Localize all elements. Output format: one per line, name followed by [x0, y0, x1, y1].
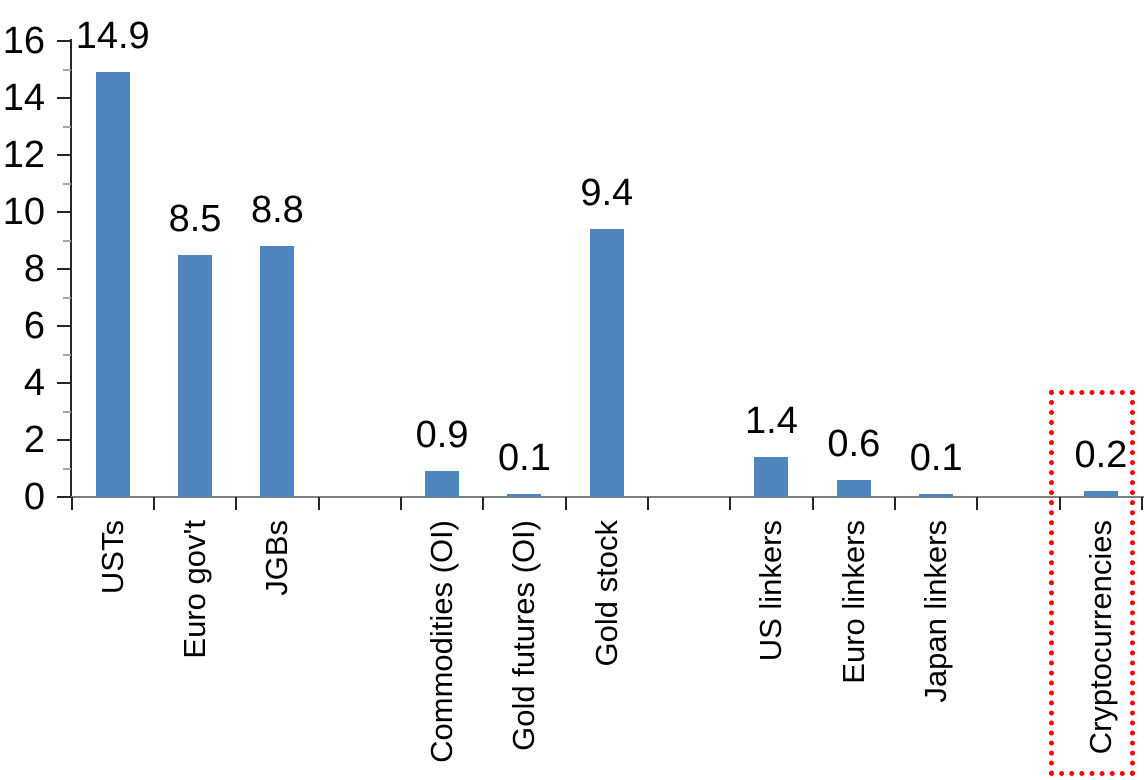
- y-axis-major-tick: [57, 382, 71, 384]
- y-axis-minor-tick: [63, 239, 71, 242]
- bar-value-label: 0.1: [498, 437, 551, 479]
- y-axis-major-tick: [57, 268, 71, 270]
- bar-commodities-oi-: [425, 471, 460, 497]
- y-axis-tick-label: 12: [2, 134, 45, 176]
- y-axis-major-tick: [57, 439, 71, 441]
- bar-value-label: 9.4: [580, 172, 634, 214]
- x-axis-tick: [1058, 497, 1061, 510]
- x-axis-tick: [235, 497, 238, 510]
- y-axis-minor-tick: [63, 410, 71, 413]
- y-axis-line: [70, 39, 72, 498]
- y-axis-tick-label: 14: [2, 77, 45, 119]
- x-category-label: USTs: [94, 520, 130, 595]
- bar-value-label: 0.2: [1074, 434, 1128, 476]
- x-category-label: US linkers: [753, 520, 789, 662]
- bar-cryptocurrencies: [1083, 491, 1118, 497]
- bar-euro-gov-t: [178, 255, 213, 497]
- x-axis-tick: [811, 497, 814, 510]
- y-axis-tick-label: 10: [2, 191, 45, 233]
- bar-value-label: 0.1: [909, 437, 963, 479]
- y-axis-tick-label: 16: [2, 20, 45, 62]
- bar-value-label: 0.6: [827, 423, 881, 465]
- y-axis-minor-tick: [63, 467, 71, 470]
- x-axis-tick: [894, 497, 896, 510]
- bar-value-label: 14.9: [75, 15, 150, 57]
- y-axis-tick-label: 2: [23, 419, 45, 461]
- x-category-label: Commodities (OI): [424, 520, 460, 763]
- y-axis-minor-tick: [63, 125, 71, 128]
- x-axis-tick: [729, 497, 732, 510]
- y-axis-minor-tick: [63, 353, 71, 356]
- x-axis-line: [70, 496, 1145, 498]
- x-axis-tick: [482, 497, 485, 510]
- x-axis-tick: [70, 497, 73, 510]
- bar-japan-linkers: [919, 494, 954, 497]
- bar-value-label: 0.9: [415, 414, 469, 456]
- x-axis-tick: [564, 497, 567, 510]
- x-axis-tick: [1141, 497, 1144, 510]
- y-axis-tick-label: 0: [23, 476, 45, 518]
- bar-gold-stock: [589, 229, 624, 497]
- x-category-label: Euro gov't: [177, 520, 213, 659]
- bar-value-label: 1.4: [745, 400, 798, 442]
- x-axis-tick: [399, 497, 402, 510]
- x-category-label: Gold futures (OI): [506, 520, 542, 751]
- y-axis-tick-label: 6: [23, 305, 45, 347]
- y-axis-minor-tick: [63, 68, 71, 71]
- bar-gold-futures-oi-: [507, 494, 542, 497]
- x-category-label: Japan linkers: [918, 520, 954, 703]
- y-axis-major-tick: [57, 211, 71, 213]
- bar-jgbs: [260, 246, 295, 497]
- bar-us-linkers: [754, 457, 789, 497]
- y-axis-major-tick: [57, 154, 71, 156]
- y-axis-tick-label: 4: [23, 362, 45, 404]
- x-category-label: Euro linkers: [835, 520, 871, 684]
- bar-value-label: 8.5: [168, 198, 222, 240]
- y-axis-major-tick: [57, 97, 71, 99]
- x-axis-tick: [646, 497, 649, 510]
- y-axis-minor-tick: [63, 296, 71, 299]
- y-axis-tick-label: 8: [23, 248, 45, 290]
- x-category-label: Gold stock: [588, 520, 624, 667]
- x-axis-tick: [976, 497, 979, 510]
- highlight-box: [1048, 390, 1135, 776]
- x-axis-tick: [317, 497, 320, 510]
- y-axis-major-tick: [57, 496, 71, 498]
- y-axis-major-tick: [57, 325, 71, 327]
- bar-euro-linkers: [836, 480, 871, 497]
- bar-usts: [95, 72, 130, 497]
- x-category-label: JGBs: [259, 520, 295, 596]
- y-axis-major-tick: [57, 40, 71, 42]
- bar-value-label: 8.8: [250, 189, 304, 231]
- y-axis-minor-tick: [63, 182, 71, 185]
- x-axis-tick: [152, 497, 155, 510]
